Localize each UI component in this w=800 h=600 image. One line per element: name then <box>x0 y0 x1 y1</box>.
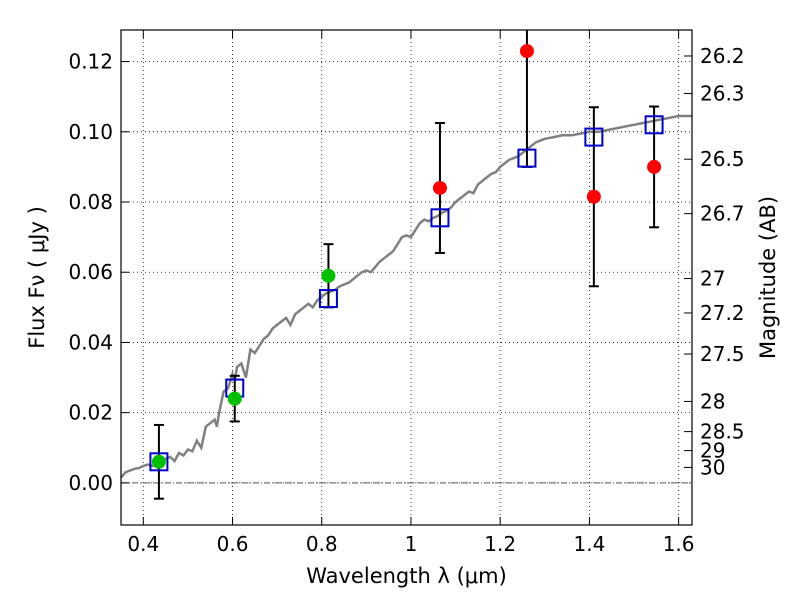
model-photometry-square <box>430 208 450 228</box>
grid <box>121 30 692 525</box>
data-point <box>227 391 242 406</box>
right-tick-label: 27 <box>700 267 725 291</box>
y-tick-label: 0.02 <box>68 401 113 425</box>
right-tick-label: 30 <box>700 455 725 479</box>
data-point <box>321 268 336 283</box>
x-tick-label: 1.2 <box>484 532 516 556</box>
right-tick-label: 28.5 <box>700 420 745 444</box>
model-photometry-square <box>318 289 338 309</box>
y-tick-label: 0.12 <box>68 50 113 74</box>
model-photometry-square <box>584 127 604 147</box>
data-point <box>647 159 662 174</box>
model-spectrum-line <box>120 114 692 479</box>
right-tick-label: 27.2 <box>700 301 745 325</box>
y-tick-label: 0.00 <box>68 471 113 495</box>
y-tick-label: 0.10 <box>68 120 113 144</box>
right-tick-label: 28 <box>700 389 725 413</box>
x-tick-label: 0.4 <box>127 532 159 556</box>
x-tick-label: 1 <box>405 532 418 556</box>
y-axis-label: Flux Fν ( μJy ) <box>25 206 49 349</box>
x-tick-label: 0.6 <box>217 532 249 556</box>
x-tick-label: 1.6 <box>663 532 695 556</box>
data-point <box>519 44 534 59</box>
plot-area <box>120 30 692 500</box>
data-point <box>151 454 166 469</box>
right-y-axis-label: Magnitude (AB) <box>756 196 780 359</box>
model-photometry-square <box>517 148 537 168</box>
right-tick-label: 27.5 <box>700 342 745 366</box>
data-point <box>432 180 447 195</box>
x-tick-label: 0.8 <box>306 532 338 556</box>
plot-frame <box>120 29 693 526</box>
model-photometry-square <box>644 115 664 135</box>
right-tick-label: 26.2 <box>700 44 745 68</box>
y-tick-label: 0.06 <box>68 260 113 284</box>
right-tick-label: 26.3 <box>700 82 745 106</box>
data-point <box>586 189 601 204</box>
x-axis-label: Wavelength λ (μm) <box>306 564 507 588</box>
right-tick-label: 29 <box>700 439 725 463</box>
axis-ticks: 0.4 0.6 0.8 1 1.2 1.4 1.6 0.00 0.02 0.04 0.06 0.08 0… <box>68 30 745 556</box>
right-tick-label: 26.7 <box>700 202 745 226</box>
right-tick-label: 26.5 <box>700 147 745 171</box>
y-tick-label: 0.08 <box>68 190 113 214</box>
x-tick-label: 1.4 <box>573 532 605 556</box>
model-photometry-square <box>149 452 169 472</box>
y-tick-label: 0.04 <box>68 330 113 354</box>
